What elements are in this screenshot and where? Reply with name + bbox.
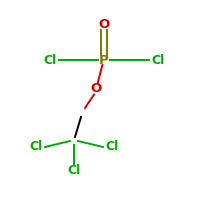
- Text: P: P: [99, 53, 109, 66]
- Text: Cl: Cl: [43, 53, 57, 66]
- Text: Cl: Cl: [67, 164, 81, 178]
- Text: Cl: Cl: [105, 140, 119, 154]
- Text: Cl: Cl: [29, 140, 43, 154]
- Text: O: O: [98, 18, 110, 30]
- Text: Cl: Cl: [151, 53, 165, 66]
- Text: O: O: [90, 82, 102, 95]
